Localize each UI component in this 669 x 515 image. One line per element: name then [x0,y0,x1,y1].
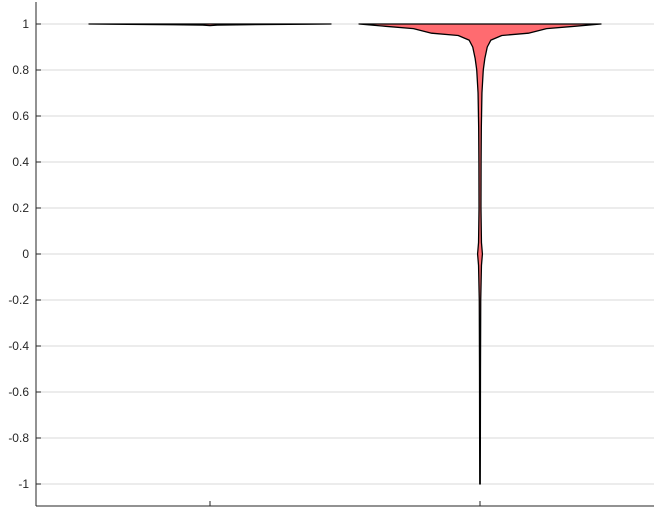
y-tick-label: -0.2 [8,293,29,307]
y-tick-label: 0.2 [12,201,29,215]
violin-body [88,23,332,27]
y-tick-label: 0.8 [12,63,29,77]
violins [88,23,602,485]
y-tick-label: -1 [18,477,29,491]
grid-lines [36,23,654,485]
axes [35,2,654,507]
y-tick-label: 0.4 [12,155,29,169]
y-tick-label: 0 [22,247,29,261]
violin-body [358,23,602,485]
y-tick-label: -0.8 [8,431,29,445]
tick-labels: 1 0.8 0.6 0.4 0.2 0 -0.2 -0.4 -0.6 -0.8 -1 [8,17,29,491]
y-tick-label: -0.4 [8,339,29,353]
y-tick-label: 1 [22,17,29,31]
y-tick-label: -0.6 [8,385,29,399]
y-tick-label: 0.6 [12,109,29,123]
